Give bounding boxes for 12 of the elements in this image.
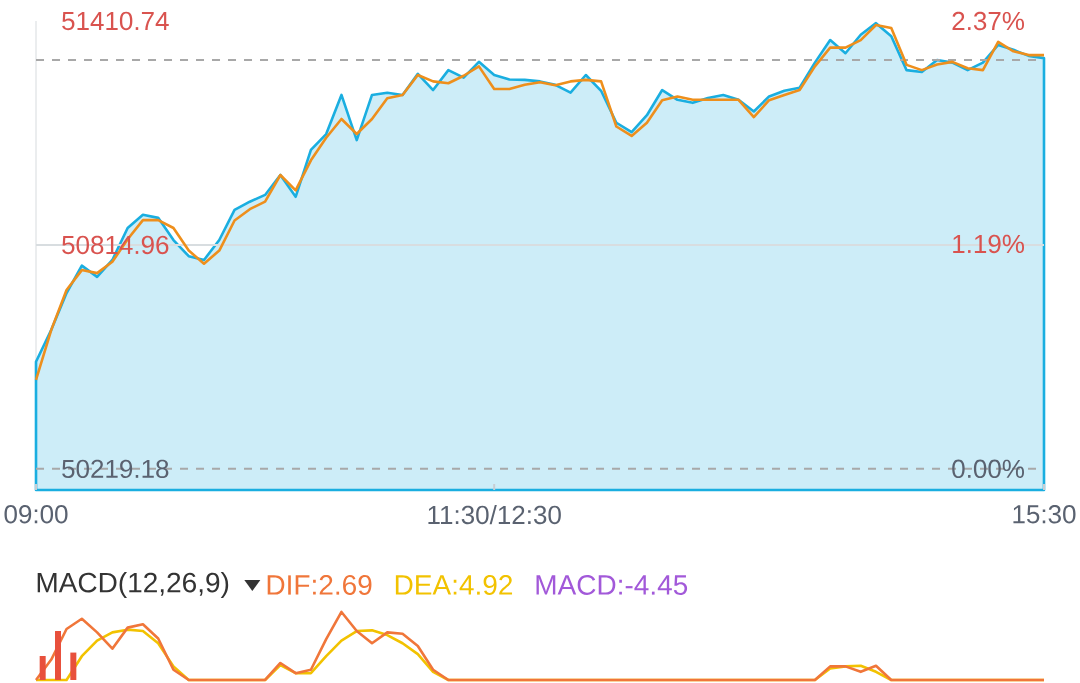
x-tick-label: 11:30/12:30 bbox=[428, 505, 561, 525]
x-tick-label: 09:00 bbox=[4, 505, 68, 524]
y2-tick-label: 2.37% bbox=[952, 11, 1025, 31]
y-tick-label: 50219.18 bbox=[62, 459, 169, 479]
x-tick-label: 15:30 bbox=[1013, 505, 1076, 524]
series-label: DIF:2.69 bbox=[267, 575, 372, 595]
y2-tick-label: 0.00% bbox=[952, 459, 1025, 479]
y2-tick-label: 1.19% bbox=[953, 234, 1025, 254]
series-label: DEA:4.92 bbox=[395, 575, 513, 595]
chart-title: MACD(12,26,9) bbox=[37, 571, 229, 599]
y-tick-label: 51410.74 bbox=[62, 11, 169, 31]
text: MACD:-4.45 bbox=[536, 575, 688, 595]
